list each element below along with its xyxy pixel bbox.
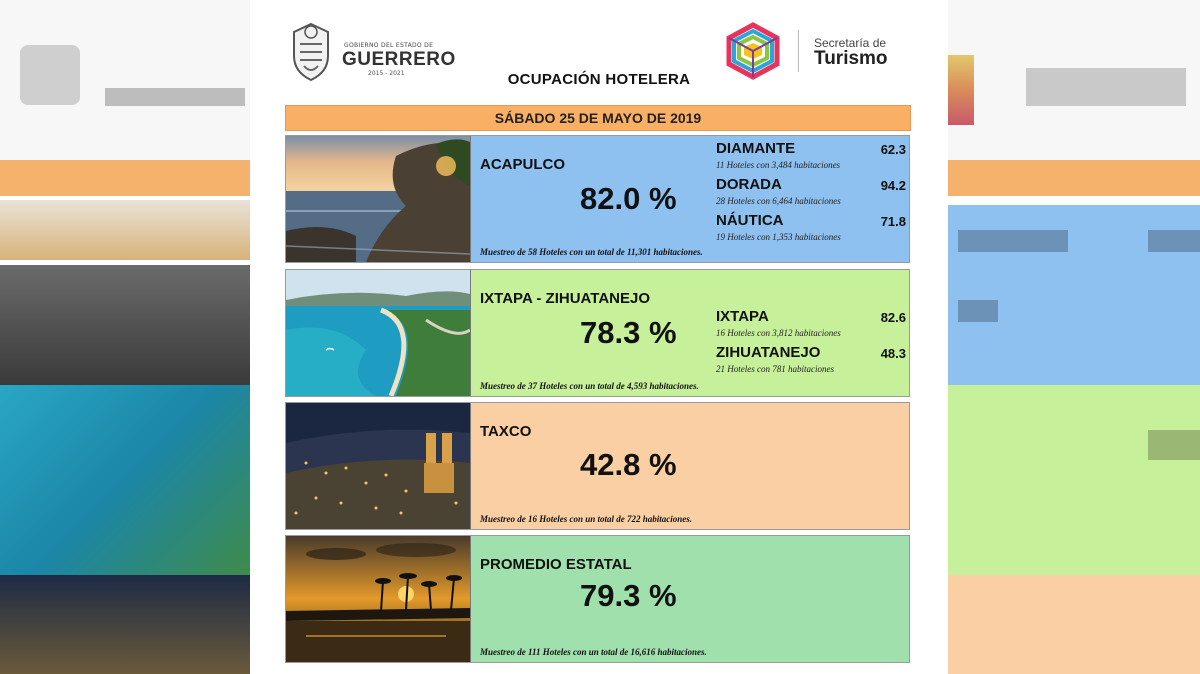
- sample-note: Muestreo de 37 Hoteles con un total de 4…: [480, 381, 699, 391]
- zone-occupancy: 71.8: [880, 214, 906, 229]
- zone-diamante: DIAMANTE 62.3 11 Hoteles con 3,484 habit…: [716, 140, 906, 176]
- destination-row-acapulco: ACAPULCO 82.0 % DIAMANTE 62.3 11 Hoteles…: [285, 135, 910, 263]
- blurred-background-left: [0, 0, 250, 674]
- zone-name: DORADA: [716, 176, 782, 193]
- logo-divider: [798, 30, 799, 72]
- zone-ixtapa: IXTAPA 82.6 16 Hoteles con 3,812 habitac…: [716, 308, 906, 344]
- hotel-occupancy-card: GOBIERNO DEL ESTADO DE GUERRERO 2015 - 2…: [250, 0, 948, 674]
- destination-row-state-average: PROMEDIO ESTATAL 79.3 % Muestreo de 111 …: [285, 535, 910, 663]
- occupancy-percent: 42.8 %: [580, 447, 677, 482]
- state-seal-icon: [293, 22, 329, 82]
- zone-occupancy: 48.3: [880, 346, 906, 361]
- state-name: GUERRERO: [342, 49, 456, 70]
- zone-occupancy: 62.3: [880, 142, 906, 157]
- zone-detail: 16 Hoteles con 3,812 habitaciones: [716, 328, 841, 338]
- zone-nautica: NÁUTICA 71.8 19 Hoteles con 1,353 habita…: [716, 212, 906, 248]
- tourism-logo-icon: [726, 22, 780, 80]
- taxco-photo: [286, 403, 471, 529]
- sample-note: Muestreo de 16 Hoteles con un total de 7…: [480, 514, 693, 524]
- occupancy-percent: 82.0 %: [580, 181, 677, 216]
- zone-dorada: DORADA 94.2 28 Hoteles con 6,464 habitac…: [716, 176, 906, 212]
- administration-years: 2015 - 2021: [368, 70, 405, 77]
- zone-zihuatanejo: ZIHUATANEJO 48.3 21 Hoteles con 781 habi…: [716, 344, 906, 380]
- government-label: GOBIERNO DEL ESTADO DE: [344, 42, 434, 49]
- destination-name: IXTAPA - ZIHUATANEJO: [480, 290, 650, 307]
- zone-detail: 21 Hoteles con 781 habitaciones: [716, 364, 834, 374]
- destination-name: PROMEDIO ESTATAL: [480, 556, 632, 573]
- zone-occupancy: 94.2: [880, 178, 906, 193]
- secretariat-name: Turismo: [814, 48, 888, 69]
- destination-row-ixtapa-zihuatanejo: IXTAPA - ZIHUATANEJO 78.3 % IXTAPA 82.6 …: [285, 269, 910, 397]
- tourism-secretariat-logo: Secretaría de Turismo: [722, 22, 932, 82]
- page-title: OCUPACIÓN HOTELERA: [507, 71, 691, 88]
- zone-occupancy: 82.6: [880, 310, 906, 325]
- acapulco-photo: [286, 136, 471, 262]
- guerrero-government-logo: GOBIERNO DEL ESTADO DE GUERRERO 2015 - 2…: [288, 22, 458, 86]
- zone-detail: 28 Hoteles con 6,464 habitaciones: [716, 196, 841, 206]
- state-average-photo: [286, 536, 471, 662]
- occupancy-percent: 78.3 %: [580, 315, 677, 350]
- blurred-background-right: [948, 0, 1200, 674]
- date-banner: SÁBADO 25 DE MAYO DE 2019: [285, 105, 911, 131]
- zone-detail: 19 Hoteles con 1,353 habitaciones: [716, 232, 841, 242]
- zone-name: IXTAPA: [716, 308, 769, 325]
- destination-name: ACAPULCO: [480, 156, 565, 173]
- secretariat-label: Secretaría de: [814, 36, 887, 50]
- sample-note: Muestreo de 111 Hoteles con un total de …: [480, 647, 707, 657]
- zone-name: ZIHUATANEJO: [716, 344, 821, 361]
- ixtapa-zihuatanejo-photo: [286, 270, 471, 396]
- sample-note: Muestreo de 58 Hoteles con un total de 1…: [480, 247, 703, 257]
- destination-name: TAXCO: [480, 423, 532, 440]
- occupancy-percent: 79.3 %: [580, 578, 677, 613]
- zone-name: DIAMANTE: [716, 140, 796, 157]
- destination-row-taxco: TAXCO 42.8 % Muestreo de 16 Hoteles con …: [285, 402, 910, 530]
- zone-name: NÁUTICA: [716, 212, 784, 229]
- zone-detail: 11 Hoteles con 3,484 habitaciones: [716, 160, 841, 170]
